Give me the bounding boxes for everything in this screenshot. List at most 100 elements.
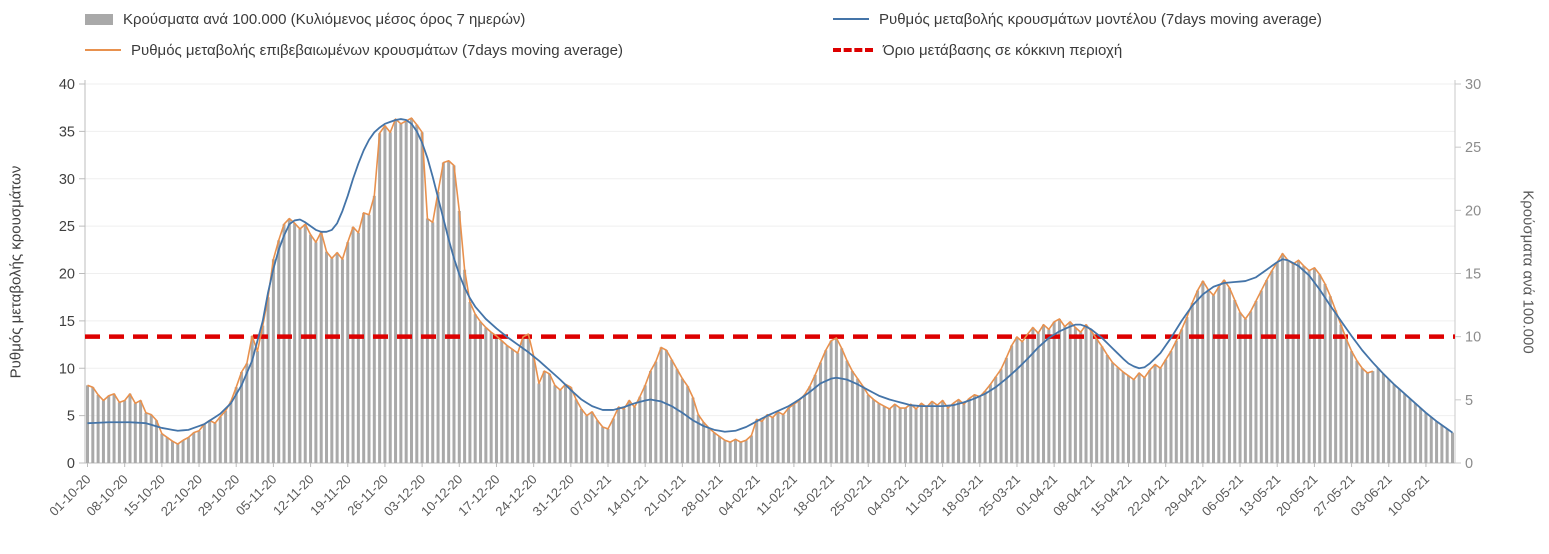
bar <box>409 118 413 464</box>
bar <box>436 192 440 463</box>
bar <box>234 387 238 463</box>
bar <box>569 387 573 463</box>
bar <box>930 401 934 463</box>
bar <box>553 385 557 463</box>
bar <box>978 396 982 463</box>
bar <box>617 407 621 463</box>
bar <box>1180 329 1184 463</box>
right-axis-tick-label: 0 <box>1465 456 1473 472</box>
confirmed-line-swatch-icon <box>85 49 121 51</box>
bar <box>1121 372 1125 463</box>
bar <box>664 350 668 463</box>
bar <box>367 214 371 463</box>
bar <box>659 347 663 463</box>
bar <box>957 399 961 463</box>
bar <box>914 408 918 463</box>
bar <box>91 387 95 463</box>
bar <box>1360 368 1364 463</box>
bar <box>309 234 313 463</box>
bar <box>516 353 520 463</box>
bar <box>1302 265 1306 463</box>
axis-lines <box>84 80 1456 464</box>
bar <box>1004 357 1008 463</box>
bar <box>282 224 286 463</box>
bar <box>181 440 185 463</box>
bar <box>834 337 838 463</box>
bar <box>208 420 212 463</box>
bar <box>1419 408 1423 463</box>
bar <box>229 401 233 463</box>
left-axis-tick-label: 40 <box>59 77 75 93</box>
bar <box>686 386 690 463</box>
bar <box>452 165 456 464</box>
bar <box>1371 371 1375 463</box>
bar <box>861 386 865 463</box>
bar <box>755 419 759 463</box>
bar <box>1031 327 1035 463</box>
bar <box>919 403 923 463</box>
bar <box>224 410 228 463</box>
bar <box>824 350 828 463</box>
legend-label-cases-per-100k: Κρούσματα ανά 100.000 (Κυλιόμενος μέσος … <box>123 10 526 28</box>
bar <box>542 371 546 463</box>
left-axis-tick-label: 35 <box>59 124 75 140</box>
bar <box>850 371 854 463</box>
legend-item-confirmed-rate: Ρυθμός μεταβολής επιβεβαιωμένων κρουσμάτ… <box>85 39 833 61</box>
bar <box>1052 321 1056 463</box>
bar <box>749 435 753 463</box>
bar <box>372 195 376 463</box>
x-axis-tick-label: 04-03-21 <box>864 472 911 519</box>
bar <box>1100 346 1104 463</box>
bar <box>1328 296 1332 463</box>
bar <box>325 251 329 463</box>
bar <box>951 403 955 463</box>
bar <box>707 427 711 463</box>
bar <box>1105 354 1109 463</box>
bar <box>1445 428 1449 463</box>
left-axis-tick-label: 30 <box>59 172 75 188</box>
legend-item-red-zone-threshold: Όριο μετάβασης σε κόκκινη περιοχή <box>833 39 1322 61</box>
bar <box>781 414 785 463</box>
bar <box>633 407 637 463</box>
bar <box>866 394 870 463</box>
bar <box>240 372 244 463</box>
bar <box>903 408 907 463</box>
bar <box>1334 310 1338 463</box>
bar <box>702 422 706 463</box>
bar <box>1020 341 1024 463</box>
bar <box>303 224 307 463</box>
bar <box>1424 412 1428 463</box>
bar <box>935 405 939 463</box>
bar <box>1148 370 1152 463</box>
bar <box>378 133 382 463</box>
bar <box>1270 270 1274 463</box>
bar <box>882 406 886 463</box>
bar <box>712 432 716 463</box>
legend-label-model-rate: Ρυθμός μεταβολής κρουσμάτων μοντέλου (7d… <box>879 10 1322 28</box>
bar <box>319 231 323 463</box>
bar <box>213 423 217 463</box>
bar <box>649 371 652 463</box>
bar <box>638 396 642 463</box>
bar <box>1366 372 1370 463</box>
bar <box>346 242 350 463</box>
bar <box>1111 362 1115 463</box>
bar-series-swatch-icon <box>85 13 113 25</box>
x-axis-tick-label: 04-02-21 <box>715 472 762 519</box>
left-axis-tick-label: 15 <box>59 314 75 330</box>
bar <box>128 393 132 463</box>
bar <box>946 408 950 463</box>
bar <box>202 424 206 463</box>
left-axis-tick-label: 5 <box>67 409 75 425</box>
bar <box>1275 262 1279 463</box>
bar <box>1132 379 1136 463</box>
bar <box>388 132 392 463</box>
right-axis-tick-label: 10 <box>1465 330 1481 346</box>
bar <box>447 160 451 463</box>
legend-label-red-zone-threshold: Όριο μετάβασης σε κόκκινη περιοχή <box>883 41 1123 59</box>
bar <box>1158 368 1162 463</box>
bar <box>356 232 360 463</box>
x-axis-tick-label: 29-10-20 <box>195 472 242 519</box>
bar <box>680 378 684 463</box>
right-axis-tick-label: 30 <box>1465 77 1481 93</box>
